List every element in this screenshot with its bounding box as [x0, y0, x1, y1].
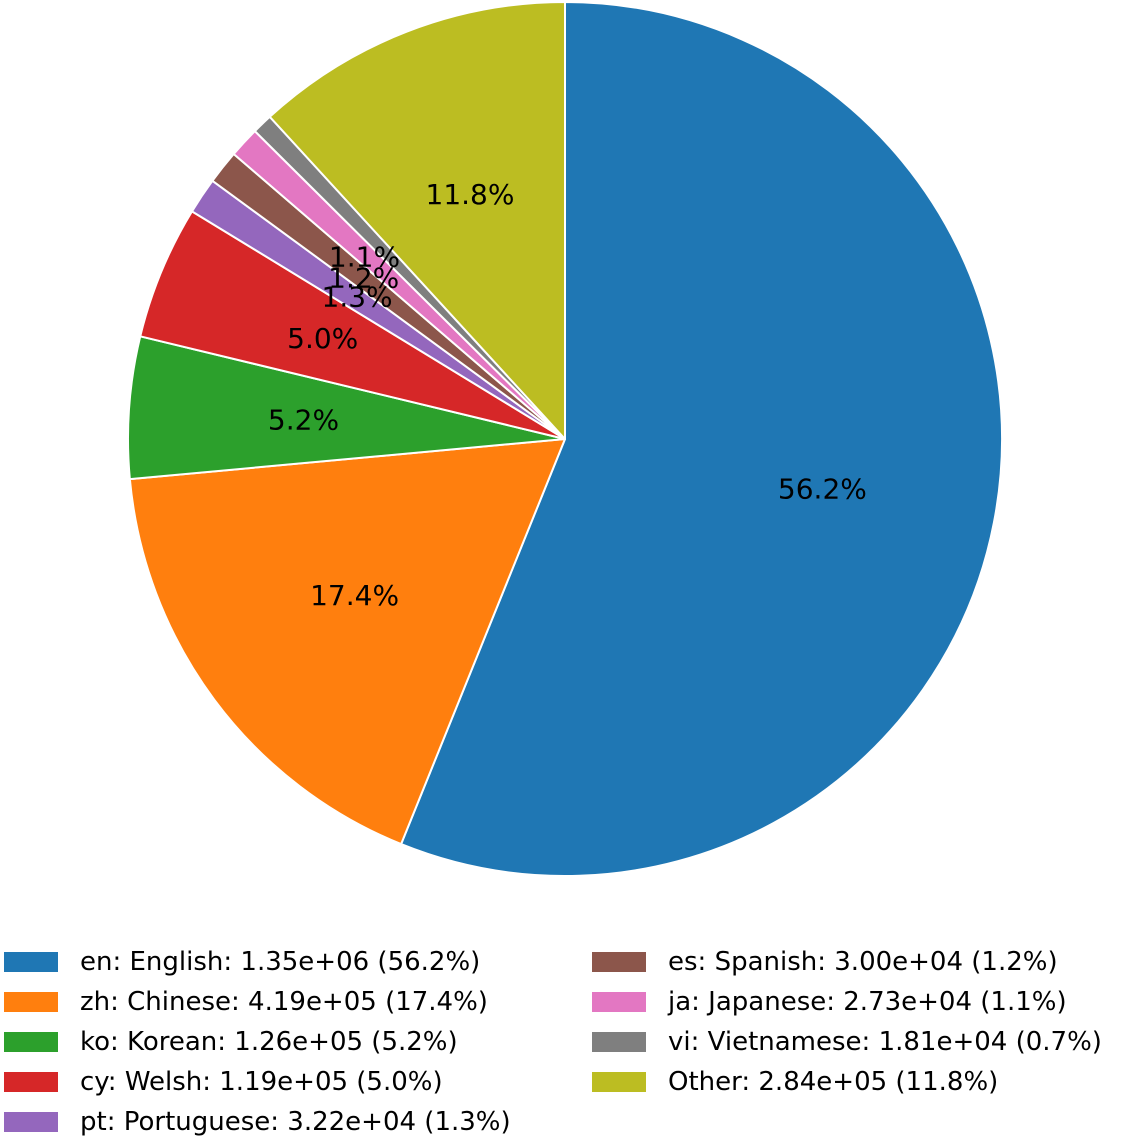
legend-swatch: [4, 1072, 58, 1092]
legend-swatch: [592, 952, 646, 972]
pie-slice-ko: [127, 335, 566, 481]
legend-swatch: [592, 1032, 646, 1052]
legend-item: cy: Welsh: 1.19e+05 (5.0%): [4, 1062, 443, 1102]
legend-label: pt: Portuguese: 3.22e+04 (1.3%): [80, 1107, 511, 1137]
legend-label: es: Spanish: 3.00e+04 (1.2%): [668, 947, 1058, 977]
pie-slice-other: [268, 1, 566, 440]
legend-swatch: [4, 1112, 58, 1132]
pie-slice-zh: [128, 438, 566, 846]
legend-swatch: [4, 1032, 58, 1052]
pie-label-ja: 1.1%: [329, 241, 400, 274]
legend-label: ja: Japanese: 2.73e+04 (1.1%): [668, 987, 1067, 1017]
legend-item: en: English: 1.35e+06 (56.2%): [4, 942, 480, 982]
pie-label-ko: 5.2%: [268, 404, 339, 437]
legend-item: es: Spanish: 3.00e+04 (1.2%): [592, 942, 1058, 982]
legend-label: vi: Vietnamese: 1.81e+04 (0.7%): [668, 1027, 1102, 1057]
pie-label-es: 1.2%: [328, 261, 399, 294]
legend-item: ko: Korean: 1.26e+05 (5.2%): [4, 1022, 458, 1062]
legend-swatch: [592, 992, 646, 1012]
pie-label-other: 11.8%: [426, 178, 515, 211]
legend-swatch: [592, 1072, 646, 1092]
legend-item: zh: Chinese: 4.19e+05 (17.4%): [4, 982, 488, 1022]
legend-item: Other: 2.84e+05 (11.8%): [592, 1062, 998, 1102]
legend-swatch: [4, 992, 58, 1012]
pie-chart: 56.2% 17.4% 5.2% 5.0% 1.3%1.2%1.1% 11.8%: [127, 1, 1003, 877]
legend-label: zh: Chinese: 4.19e+05 (17.4%): [80, 987, 488, 1017]
legend-swatch: [4, 952, 58, 972]
pie-slice-en: [400, 1, 1003, 877]
pie-label-en: 56.2%: [778, 473, 867, 506]
legend-label: Other: 2.84e+05 (11.8%): [668, 1067, 999, 1097]
legend: en: English: 1.35e+06 (56.2%) zh: Chinese…: [0, 942, 1130, 1142]
legend-label: cy: Welsh: 1.19e+05 (5.0%): [80, 1067, 443, 1097]
pie-slices: [127, 1, 1003, 877]
legend-item: pt: Portuguese: 3.22e+04 (1.3%): [4, 1102, 511, 1142]
legend-item: vi: Vietnamese: 1.81e+04 (0.7%): [592, 1022, 1102, 1062]
legend-label: ko: Korean: 1.26e+05 (5.2%): [80, 1027, 458, 1057]
pie-label-pt: 1.3%: [322, 281, 393, 314]
pie-labels: 56.2% 17.4% 5.2% 5.0% 1.3%1.2%1.1% 11.8%: [268, 178, 867, 612]
pie-label-zh: 17.4%: [310, 579, 399, 612]
pie-label-cy: 5.0%: [287, 322, 358, 355]
legend-item: ja: Japanese: 2.73e+04 (1.1%): [592, 982, 1067, 1022]
legend-label: en: English: 1.35e+06 (56.2%): [80, 947, 481, 977]
